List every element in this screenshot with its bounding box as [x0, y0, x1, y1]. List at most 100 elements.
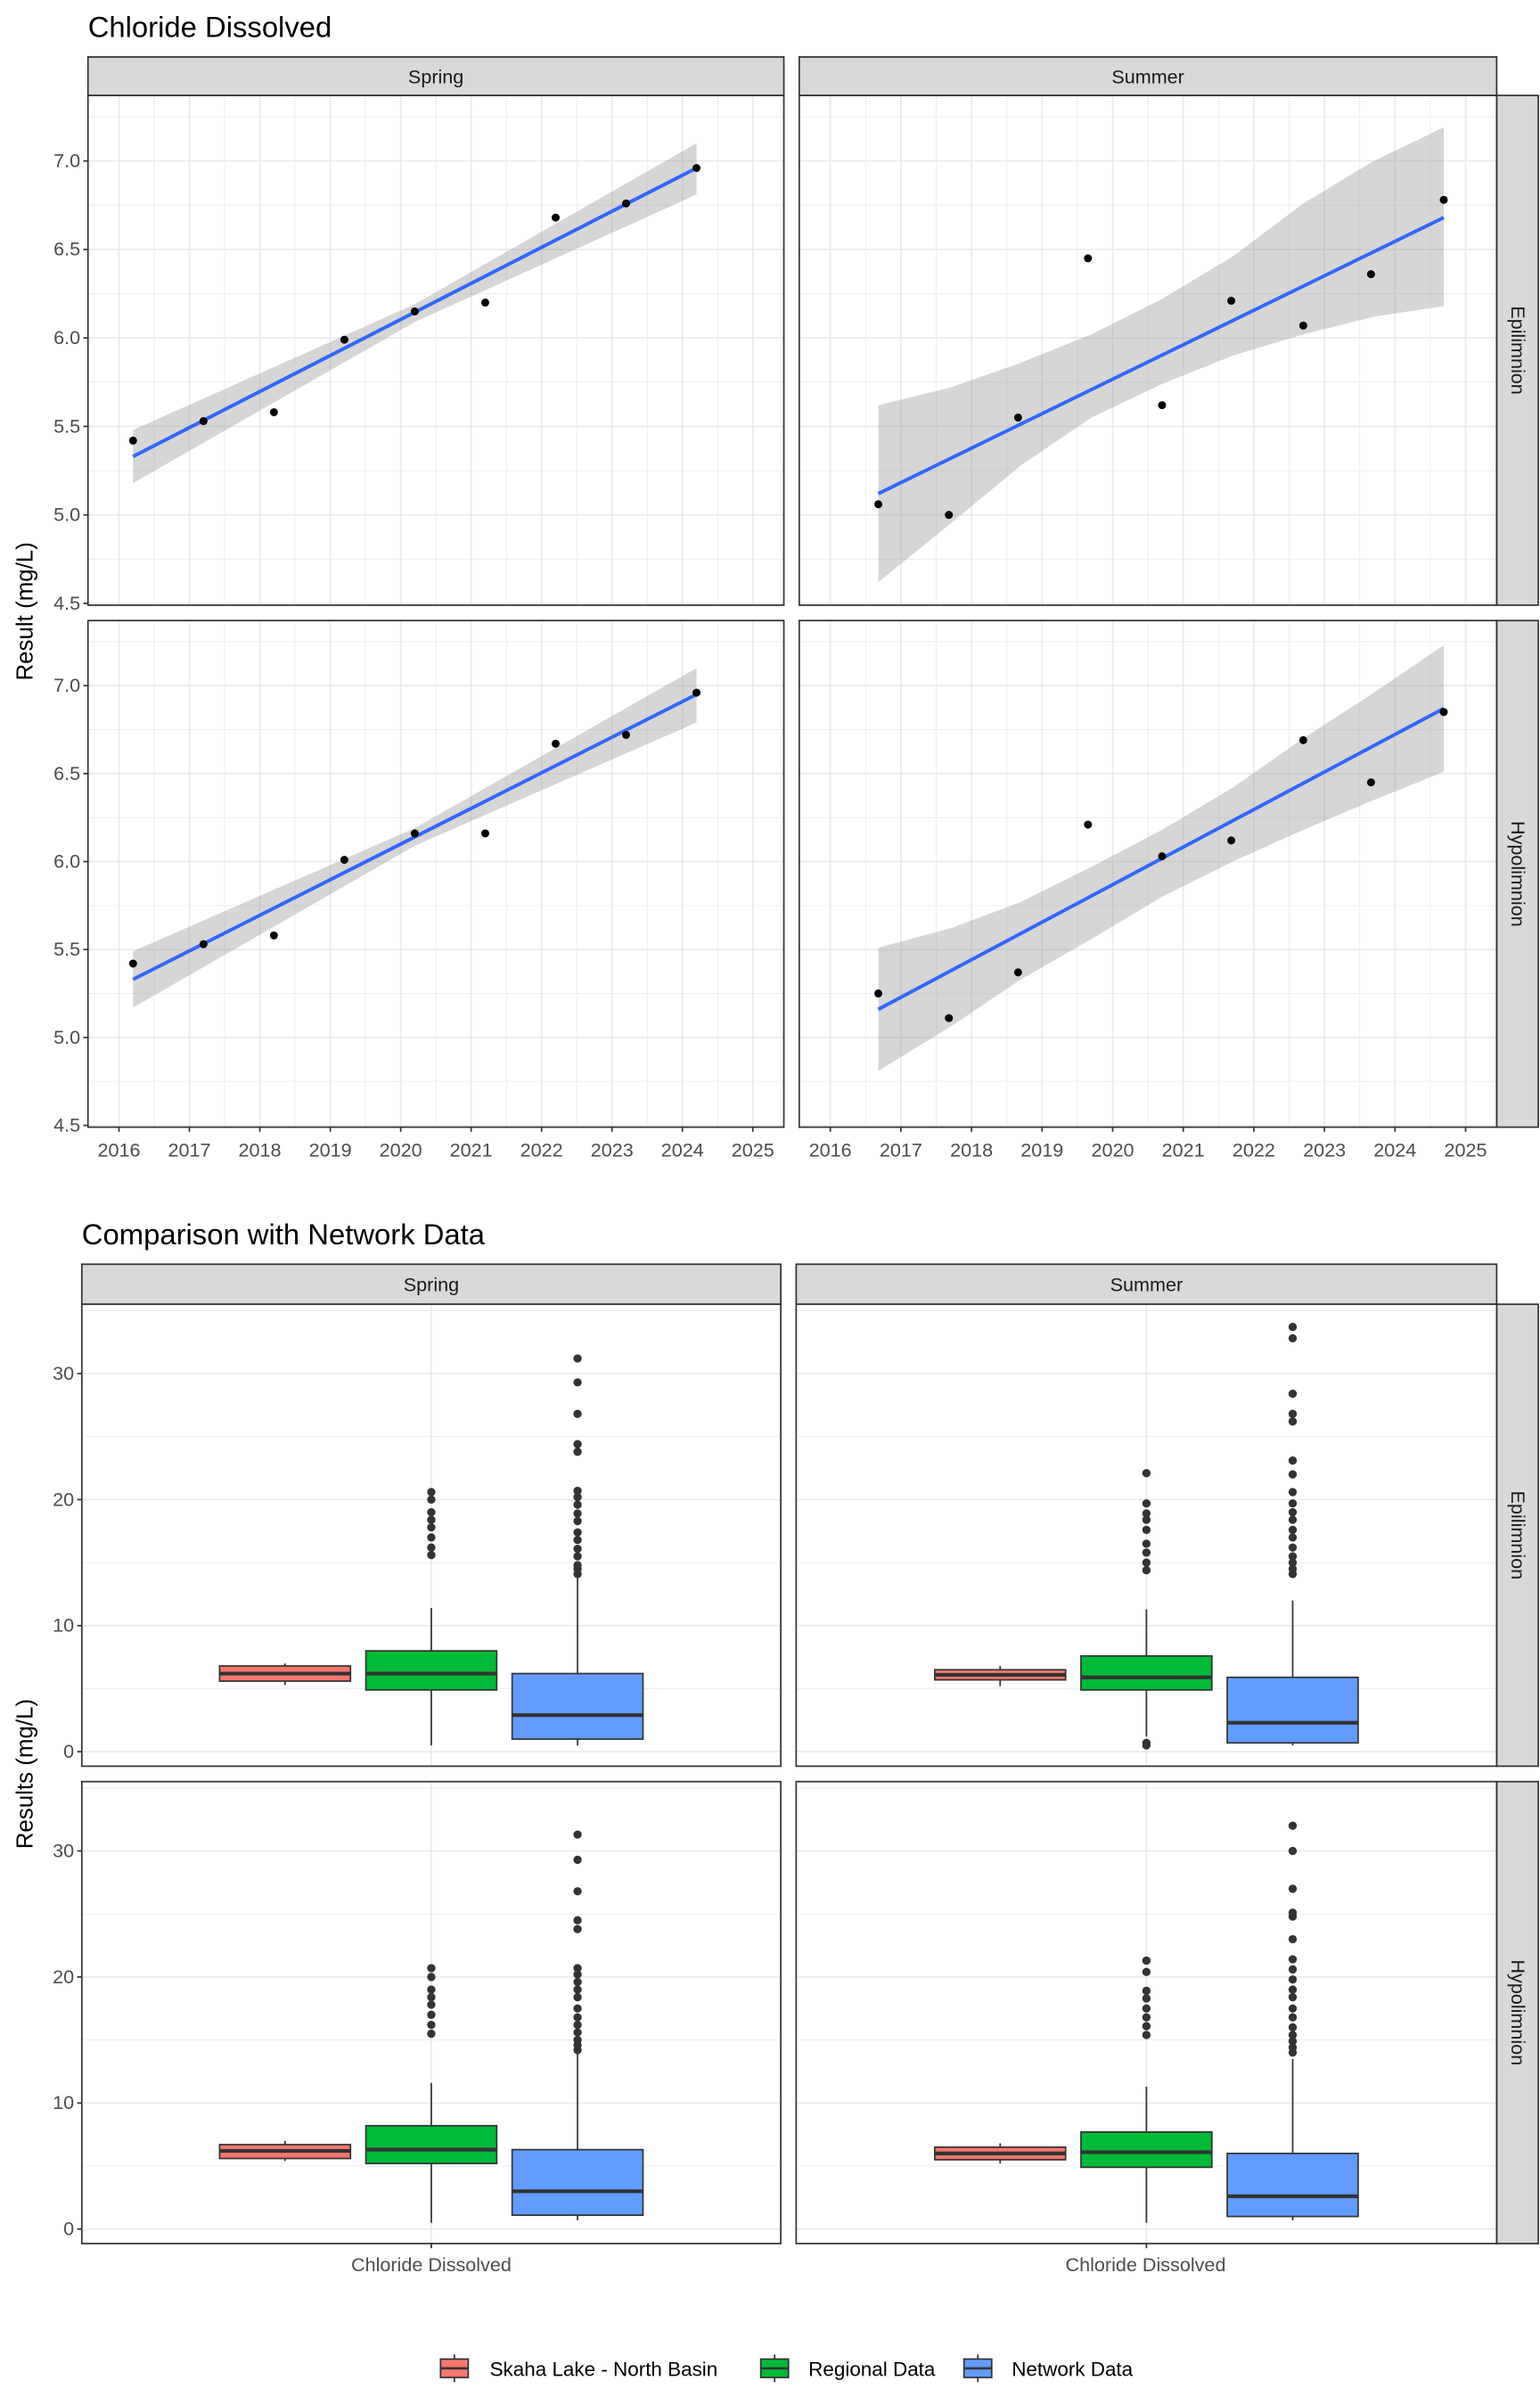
- box-iqr: [365, 1650, 498, 1691]
- row-strip: [1495, 1780, 1539, 2244]
- y-tick-label: 6.0: [53, 849, 80, 872]
- outlier-point: [1288, 1322, 1298, 1332]
- outlier-point: [427, 1964, 436, 1973]
- data-point: [480, 298, 489, 307]
- outlier-point: [427, 1495, 436, 1505]
- outlier-point: [1288, 1908, 1298, 1917]
- data-point: [1158, 401, 1167, 410]
- box-regional-data: [1080, 1469, 1213, 1750]
- outlier-point: [573, 2028, 582, 2037]
- y-tick-label: 0: [63, 1740, 74, 1762]
- outlier-point: [1142, 2022, 1151, 2031]
- outlier-point: [427, 1507, 436, 1517]
- outlier-point: [573, 1916, 582, 1924]
- panel-spring-hypolimnion: [80, 1780, 782, 2244]
- data-point: [1298, 735, 1307, 744]
- y-tick-label: 10: [53, 1614, 74, 1637]
- outlier-point: [1288, 1389, 1298, 1399]
- outlier-point: [573, 1535, 582, 1545]
- outlier-point: [427, 1533, 436, 1542]
- outlier-point: [573, 2020, 582, 2030]
- data-point: [622, 730, 631, 739]
- outlier-point: [1288, 1470, 1298, 1479]
- outlier-point: [1142, 1967, 1151, 1976]
- x-tick-label: 2021: [1162, 1138, 1205, 1161]
- outlier-point: [573, 1500, 582, 1509]
- outlier-point: [1288, 1507, 1298, 1517]
- box-regional-data: [365, 1964, 498, 2223]
- outlier-point: [427, 2000, 436, 2009]
- row-strip-label-epilimnion: Epilimnion: [1507, 306, 1529, 395]
- x-tick-label: 2017: [168, 1138, 211, 1161]
- y-tick-label: 4.5: [53, 592, 80, 614]
- outlier-point: [1288, 2037, 1298, 2046]
- data-point: [199, 940, 208, 948]
- outlier-point: [573, 1552, 582, 1561]
- box-skaha-lake-north-basin: [933, 2143, 1067, 2164]
- y-tick-label: 30: [53, 1839, 74, 1861]
- panel-border: [86, 620, 785, 1128]
- y-tick-label: 30: [53, 1362, 74, 1384]
- outlier-point: [1142, 1525, 1151, 1534]
- data-point: [551, 213, 560, 222]
- data-point: [1013, 413, 1022, 422]
- outlier-point: [1142, 2031, 1151, 2039]
- outlier-point: [573, 1447, 582, 1456]
- outlier-point: [1142, 1469, 1151, 1478]
- x-axis-label-summer: Chloride Dissolved: [1066, 2253, 1226, 2276]
- legend-label-regional: Regional Data: [808, 2359, 936, 2381]
- outlier-point: [573, 1516, 582, 1526]
- col-strip: [798, 56, 1498, 96]
- box-iqr: [1080, 1654, 1213, 1691]
- outlier-point: [1142, 1498, 1151, 1508]
- data-point: [622, 199, 631, 208]
- box-skaha-lake-north-basin: [933, 1666, 1067, 1686]
- outlier-point: [1288, 1558, 1298, 1567]
- x-tick-label: 2016: [809, 1138, 852, 1161]
- outlier-point: [1288, 1975, 1298, 1984]
- box-skaha-lake-north-basin: [218, 1663, 352, 1686]
- outlier-point: [1288, 1985, 1298, 1994]
- box-network-data: [511, 1830, 644, 2220]
- outlier-point: [427, 1973, 436, 1982]
- outlier-point: [573, 1440, 582, 1448]
- col-strip-label-spring: Spring: [404, 1274, 459, 1296]
- chart-title-top: Chloride Dissolved: [88, 10, 332, 43]
- outlier-point: [573, 1970, 582, 1979]
- x-tick-label: 2017: [880, 1138, 922, 1161]
- data-point: [692, 164, 701, 172]
- y-tick-label: 0: [63, 2218, 74, 2240]
- data-point: [1084, 254, 1093, 263]
- data-point: [874, 500, 883, 509]
- outlier-point: [427, 1515, 436, 1524]
- row-strip-label-epilimnion: Epilimnion: [1507, 1491, 1529, 1580]
- outlier-point: [573, 1492, 582, 1502]
- legend-item-regional: Regional Data: [759, 2354, 936, 2383]
- outlier-point: [573, 1964, 582, 1973]
- outlier-point: [1288, 1498, 1298, 1508]
- data-point: [128, 959, 137, 968]
- outlier-point: [1288, 1934, 1298, 1944]
- outlier-point: [1288, 1846, 1298, 1856]
- data-point: [1084, 820, 1093, 829]
- data-point: [692, 688, 701, 697]
- outlier-point: [1142, 2004, 1151, 2013]
- data-point: [1366, 270, 1375, 279]
- outlier-point: [1142, 1509, 1151, 1518]
- row-strip-label-hypolimnion: Hypolimnion: [1507, 821, 1529, 927]
- data-point: [269, 408, 278, 416]
- outlier-point: [573, 1409, 582, 1418]
- legend: Skaha Lake - North Basin Regional Data N…: [439, 2354, 1134, 2383]
- outlier-point: [1288, 1533, 1298, 1542]
- outlier-point: [1142, 1956, 1151, 1965]
- y-tick-label: 5.5: [53, 938, 80, 960]
- outlier-point: [427, 1488, 436, 1497]
- x-tick-label: 2016: [97, 1138, 140, 1161]
- data-point: [1013, 968, 1022, 977]
- legend-label-skaha: Skaha Lake - North Basin: [490, 2359, 718, 2381]
- y-tick-label: 5.0: [53, 1026, 80, 1048]
- col-strip-label-spring: Spring: [408, 65, 463, 87]
- x-axis-label-spring: Chloride Dissolved: [351, 2253, 512, 2276]
- box-skaha-lake-north-basin: [218, 2140, 352, 2162]
